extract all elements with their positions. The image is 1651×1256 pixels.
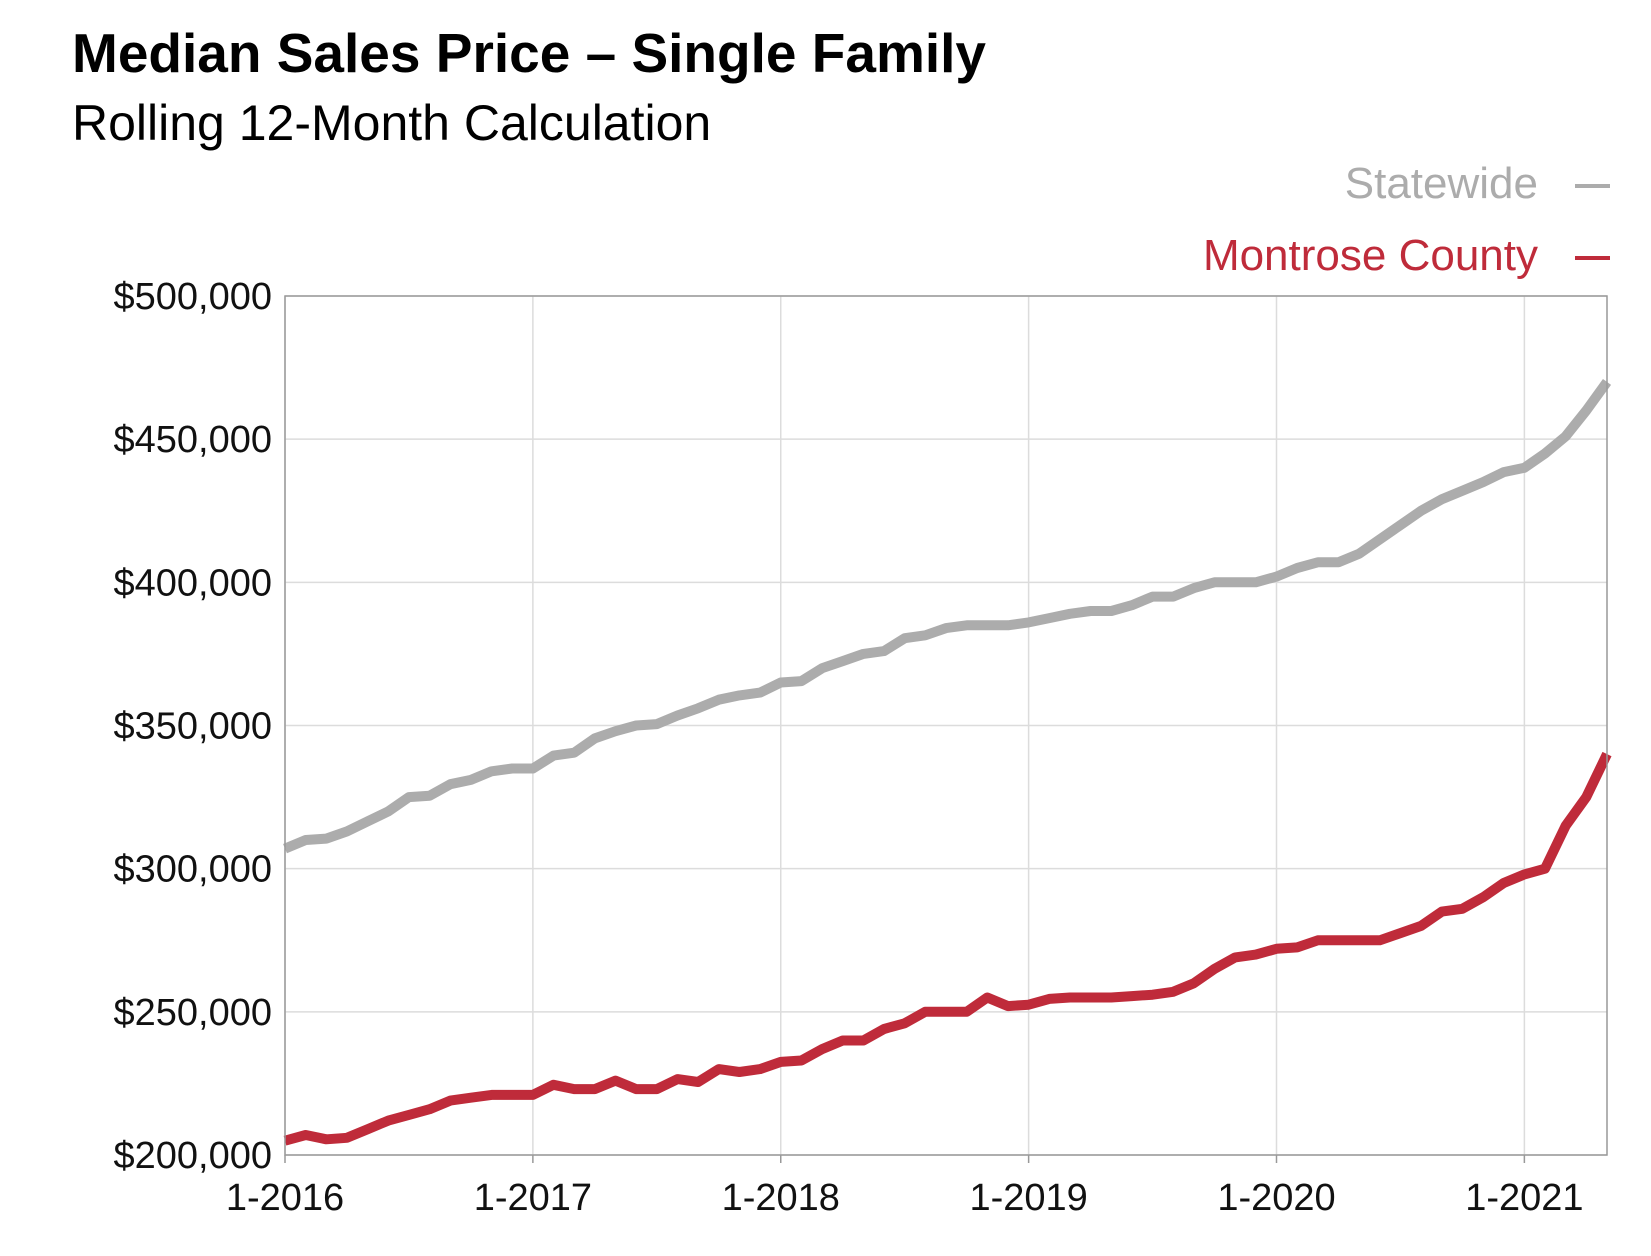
y-tick-label: $200,000 <box>114 1135 273 1177</box>
x-tick-label: 1-2019 <box>969 1177 1087 1219</box>
legend-label-montrose: Montrose County <box>1203 231 1538 280</box>
y-tick-label: $300,000 <box>114 849 273 891</box>
legend: Statewide Montrose County <box>1203 159 1610 280</box>
chart-subtitle: Rolling 12-Month Calculation <box>72 95 711 151</box>
x-tick-label: 1-2016 <box>226 1177 344 1219</box>
chart-title: Median Sales Price – Single Family <box>72 22 986 84</box>
grid <box>284 295 1607 1163</box>
y-tick-label: $250,000 <box>114 992 273 1034</box>
y-tick-label: $500,000 <box>114 276 273 318</box>
x-tick-label: 1-2017 <box>474 1177 592 1219</box>
series-line-montrose-county <box>283 751 1612 1146</box>
plot-frame <box>284 295 1608 1156</box>
legend-label-statewide: Statewide <box>1345 159 1538 208</box>
y-tick-label: $350,000 <box>114 706 273 748</box>
y-tick-label: $400,000 <box>114 562 273 604</box>
x-tick-label: 1-2018 <box>722 1177 840 1219</box>
y-tick-label: $450,000 <box>114 419 273 461</box>
series-line-statewide <box>283 378 1612 854</box>
y-axis-ticks: $200,000 $250,000 $300,000 $350,000 $400,000… <box>114 276 273 1177</box>
x-axis-ticks: 1-2016 1-2017 1-2018 1-2019 1-2020 1-2021 <box>226 1177 1584 1219</box>
series <box>283 378 1612 1146</box>
x-tick-label: 1-2021 <box>1465 1177 1583 1219</box>
x-tick-label: 1-2020 <box>1217 1177 1335 1219</box>
